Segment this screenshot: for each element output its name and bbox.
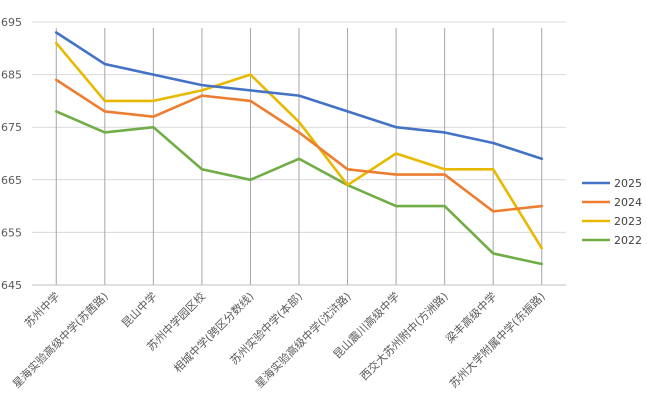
- legend-label-2023: 2023: [614, 215, 642, 228]
- legend: 2025 2024 2023 2022: [582, 177, 642, 247]
- x-tick-label: 西交大苏州附中(方洲路): [357, 289, 451, 383]
- legend-label-2025: 2025: [614, 177, 642, 190]
- x-tick-label: 昆山中学: [118, 289, 159, 330]
- y-tick-label: 685: [1, 69, 22, 82]
- x-tick-label: 星海实验高级中学(沈浒路): [252, 289, 354, 391]
- y-tick-label: 645: [1, 279, 22, 292]
- legend-label-2022: 2022: [614, 234, 642, 247]
- y-tick-label: 665: [1, 174, 22, 187]
- y-tick-label: 695: [1, 16, 22, 29]
- y-tick-labels: 645 655 665 675 685 695: [1, 16, 22, 292]
- x-tick-labels: 苏州中学星海实验高级中学(苏茜路)昆山中学苏州中学园区校相城中学(跨区分数线)苏…: [9, 289, 547, 391]
- x-tick-label: 相城中学(跨区分数线): [171, 289, 257, 375]
- legend-label-2024: 2024: [614, 196, 642, 209]
- x-tick-label: 苏州大学附属中学(东振路): [446, 289, 548, 391]
- x-tick-label: 星海实验高级中学(苏茜路): [9, 289, 111, 391]
- y-tick-label: 675: [1, 121, 22, 134]
- x-tick-label: 苏州中学: [21, 289, 62, 330]
- y-tick-label: 655: [1, 226, 22, 239]
